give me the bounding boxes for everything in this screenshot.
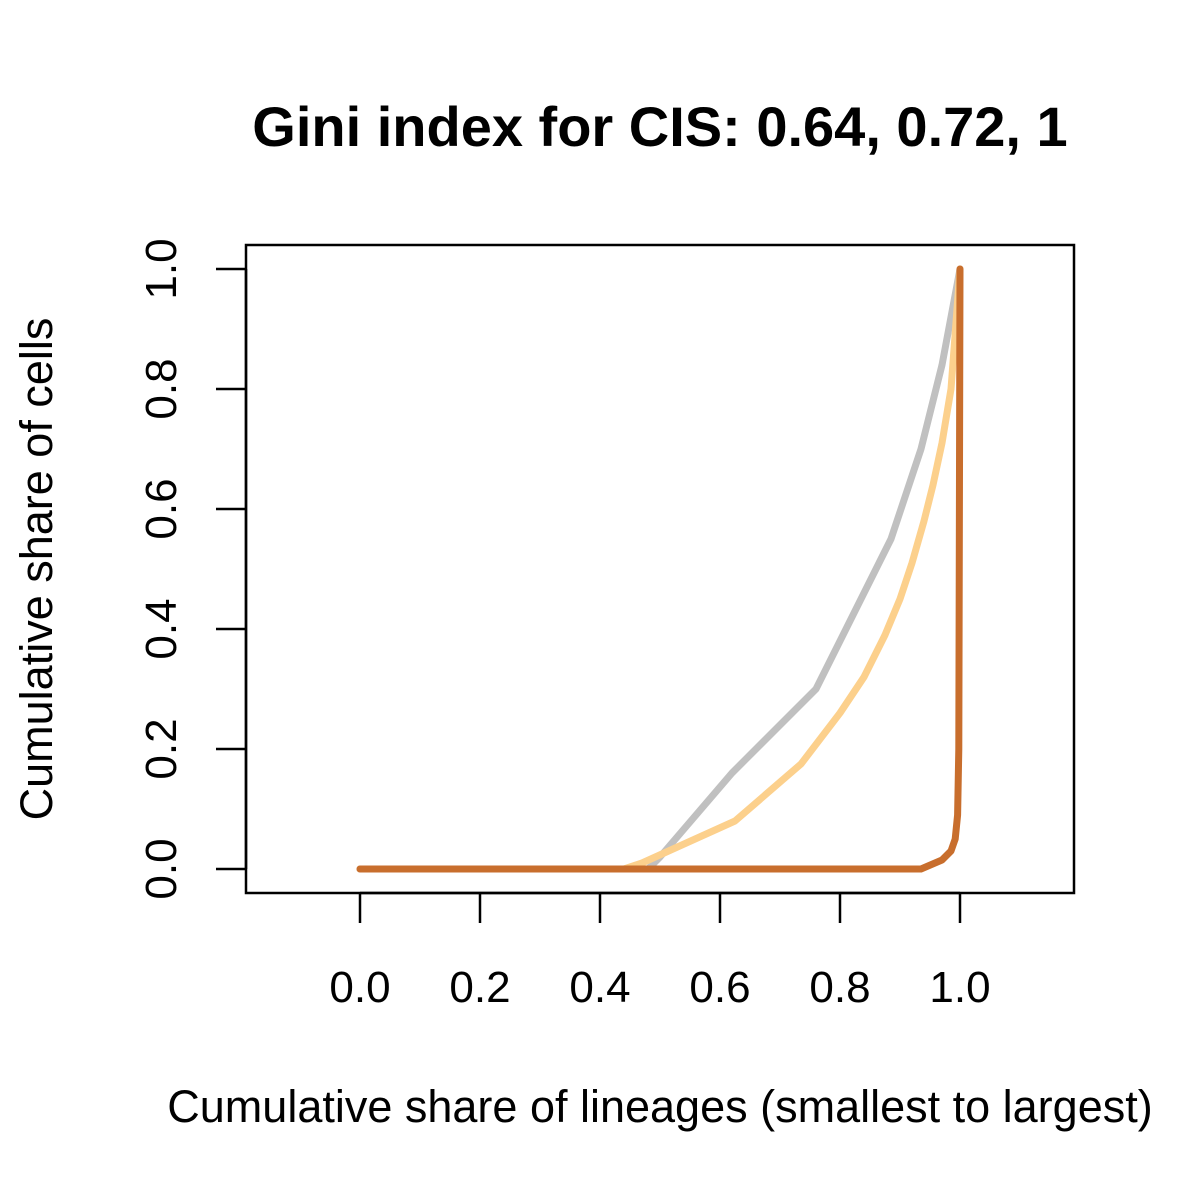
series-line-1 (356, 265, 964, 873)
y-axis: 0.0 0.2 0.4 0.6 0.8 1.0 (137, 238, 248, 900)
y-tick-label: 0.8 (137, 358, 186, 419)
series-line-2 (356, 265, 964, 873)
x-tick-label: 0.2 (449, 963, 510, 1012)
y-tick-label: 0.0 (137, 838, 186, 899)
x-axis-label: Cumulative share of lineages (smallest t… (167, 1081, 1152, 1132)
y-tick-label: 0.2 (137, 718, 186, 779)
x-tick-label: 0.6 (689, 963, 750, 1012)
x-tick-label: 0.0 (329, 963, 390, 1012)
x-tick-label: 1.0 (929, 963, 990, 1012)
y-axis-label: Cumulative share of cells (11, 318, 62, 821)
x-axis: 0.0 0.2 0.4 0.6 0.8 1.0 (329, 891, 991, 1012)
x-tick-label: 0.4 (569, 963, 630, 1012)
x-tick-label: 0.8 (809, 963, 870, 1012)
series-line-3 (356, 265, 964, 873)
chart-title: Gini index for CIS: 0.64, 0.72, 1 (252, 95, 1067, 158)
y-tick-label: 0.6 (137, 478, 186, 539)
series-group (356, 265, 964, 873)
y-tick-label: 1.0 (137, 238, 186, 299)
y-tick-label: 0.4 (137, 598, 186, 659)
